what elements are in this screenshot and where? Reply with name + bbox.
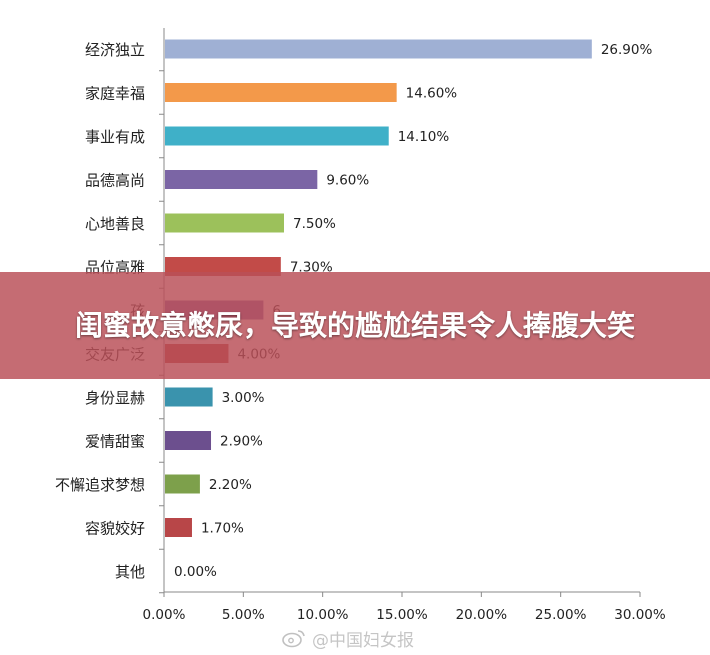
- bar: [165, 170, 318, 189]
- x-tick-label: 30.00%: [614, 607, 666, 623]
- value-label: 2.20%: [209, 477, 252, 493]
- value-label: 7.30%: [290, 260, 333, 276]
- x-tick-label: 20.00%: [456, 607, 508, 623]
- headline-banner: 闺蜜故意憋尿，导致的尴尬结果令人捧腹大笑: [0, 272, 710, 379]
- category-label: 其他: [115, 563, 145, 581]
- category-label: 经济独立: [85, 41, 145, 59]
- value-label: 9.60%: [326, 173, 369, 189]
- category-label: 身份显赫: [85, 389, 145, 407]
- watermark: @中国妇女报: [282, 623, 414, 653]
- value-label: 2.90%: [220, 434, 263, 450]
- bar: [165, 387, 213, 407]
- x-tick-label: 5.00%: [222, 607, 265, 623]
- bar: [165, 83, 397, 102]
- category-label: 家庭幸福: [85, 85, 145, 103]
- value-label: 14.60%: [406, 86, 458, 102]
- category-label: 不懈追求梦想: [55, 476, 145, 494]
- category-label: 爱情甜蜜: [85, 433, 145, 451]
- value-label: 26.90%: [601, 42, 653, 58]
- category-label: 容貌姣好: [85, 520, 145, 538]
- x-tick-label: 25.00%: [535, 607, 587, 623]
- x-tick-label: 15.00%: [376, 607, 428, 623]
- bar: [165, 39, 592, 59]
- category-label: 品德高尚: [85, 172, 145, 190]
- bar: [165, 213, 284, 233]
- value-label: 1.70%: [201, 521, 244, 537]
- x-tick-label: 0.00%: [143, 607, 186, 623]
- watermark-text: @中国妇女报: [312, 630, 414, 651]
- bar: [165, 126, 389, 146]
- headline-title: 闺蜜故意憋尿，导致的尴尬结果令人捧腹大笑: [74, 308, 635, 342]
- x-tick-label: 10.00%: [297, 607, 349, 623]
- value-label: 14.10%: [398, 129, 450, 145]
- bar: [165, 431, 212, 450]
- value-label: 7.50%: [293, 216, 336, 232]
- bar: [165, 257, 281, 276]
- bar: [165, 474, 200, 494]
- weibo-icon: [282, 630, 305, 648]
- bar: [165, 518, 192, 537]
- value-label: 3.00%: [222, 390, 265, 406]
- category-label: 心地善良: [85, 215, 145, 233]
- value-label: 0.00%: [174, 564, 217, 580]
- category-label: 事业有成: [85, 128, 145, 146]
